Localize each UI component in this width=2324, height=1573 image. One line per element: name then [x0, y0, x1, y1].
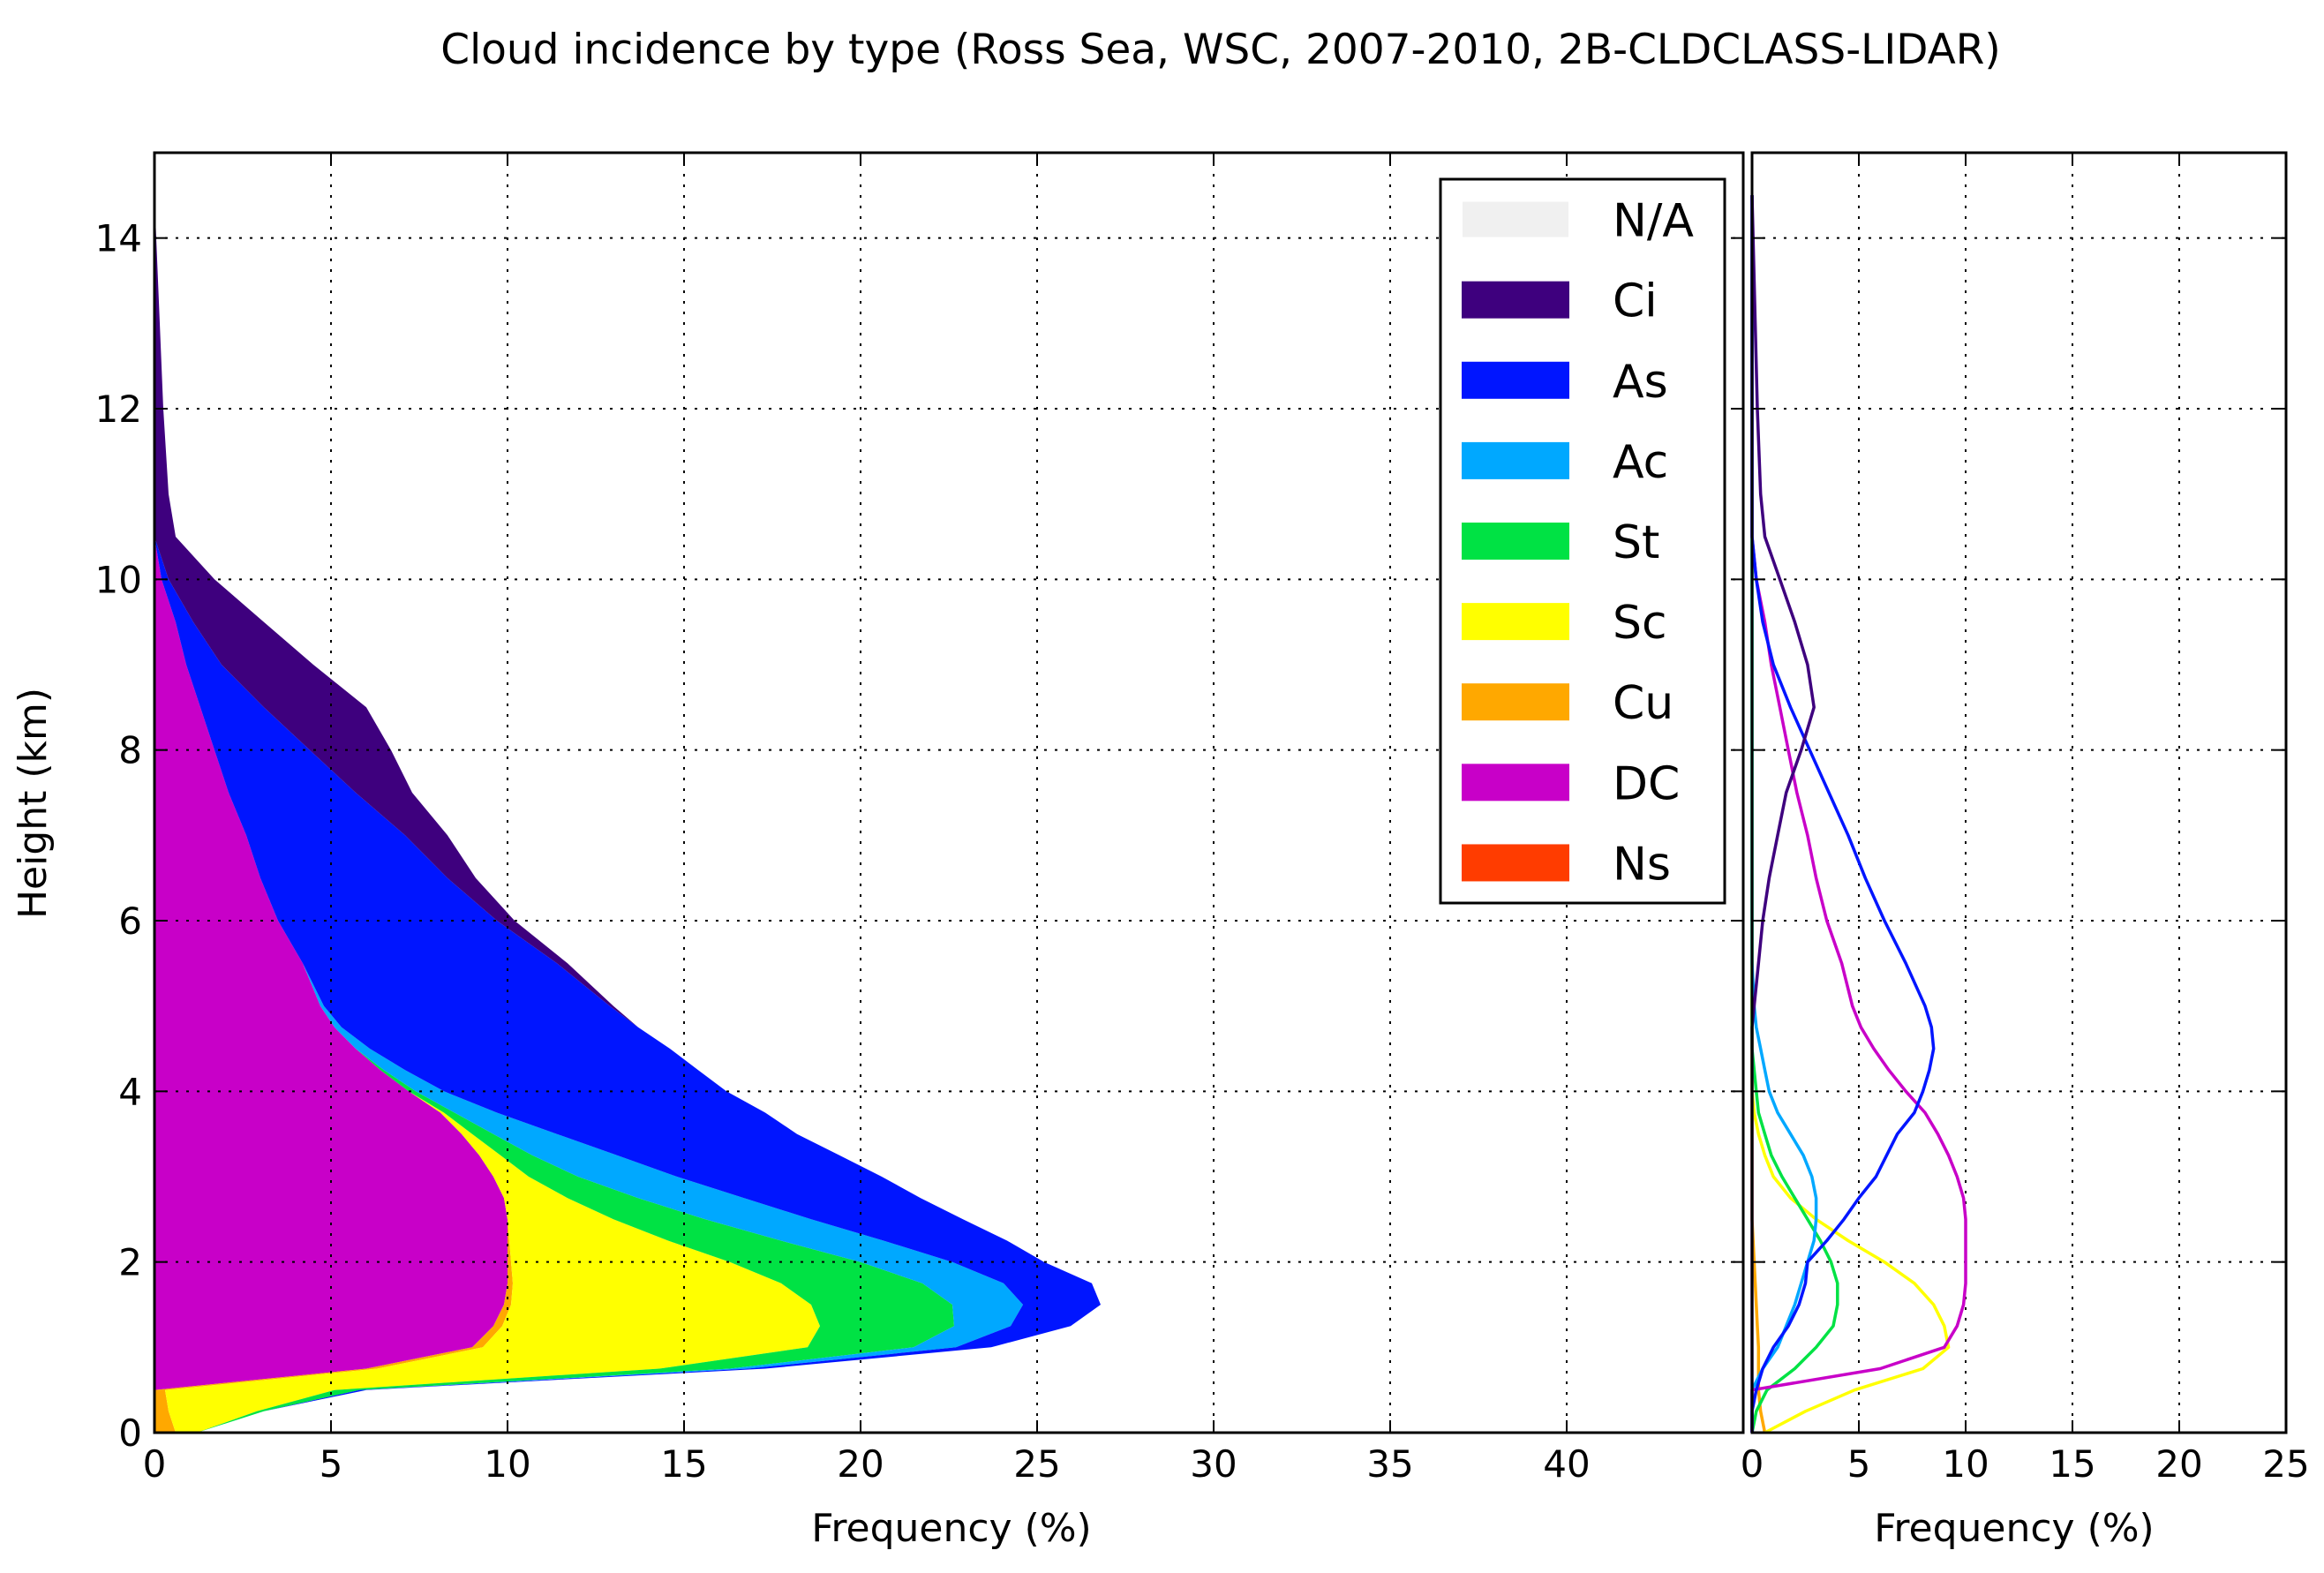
- y-tick-label: 6: [118, 899, 142, 943]
- x-tick-label: 10: [1942, 1442, 1989, 1486]
- line-profile-panel: 0 5 10 15 20 25: [1741, 151, 2310, 1486]
- line-ci: [1750, 195, 1816, 1433]
- y-axis-label: Height (km): [11, 688, 56, 919]
- line-as: [1750, 195, 1936, 1433]
- legend-swatch-dc: [1462, 764, 1569, 802]
- line-cu: [1750, 195, 1767, 1434]
- plot-frame-right: [1750, 151, 2288, 1434]
- x-tick-label: 15: [2049, 1442, 2095, 1486]
- line-st: [1750, 195, 1839, 1434]
- legend-label-dc: DC: [1613, 757, 1680, 810]
- x-tick-label: 20: [2155, 1442, 2202, 1486]
- legend-label-ci: Ci: [1613, 275, 1658, 328]
- area-st: [154, 195, 954, 1433]
- y-tick-label: 8: [118, 729, 142, 772]
- y-tick-label: 14: [95, 217, 142, 260]
- x-tick-label: 20: [837, 1442, 884, 1486]
- legend-swatch-ci: [1462, 281, 1569, 319]
- x-tick-label: 30: [1190, 1442, 1237, 1486]
- x-tick-label: 25: [2262, 1442, 2309, 1486]
- legend-swatch-cu: [1462, 683, 1569, 721]
- x-tick-label: 35: [1366, 1442, 1413, 1486]
- area-dc: [154, 195, 508, 1433]
- legend-label-ns: Ns: [1613, 838, 1671, 891]
- stacked-area-panel: 0 5 10 15 20 25 30 35 40 0 2 4 6 8 10 12 14: [95, 151, 1745, 1486]
- x-tick-label: 15: [660, 1442, 707, 1486]
- area-as: [154, 195, 1101, 1433]
- x-tick-label: 25: [1013, 1442, 1060, 1486]
- legend-swatch-ac: [1462, 441, 1569, 479]
- x-tick-label: 0: [1741, 1442, 1764, 1486]
- legend-label-as: As: [1613, 356, 1668, 409]
- x-tick-label: 40: [1543, 1442, 1590, 1486]
- plot-frame-left: [153, 151, 1745, 1434]
- y-tick-label: 10: [95, 558, 142, 601]
- x-axis-label-right: Frequency (%): [1874, 1506, 2154, 1551]
- chart-title: Cloud incidence by type (Ross Sea, WSC, …: [440, 26, 2000, 74]
- legend-label-sc: Sc: [1613, 597, 1667, 650]
- legend-label-ac: Ac: [1613, 436, 1668, 489]
- legend: N/A Ci As Ac St Sc Cu DC Ns: [1439, 177, 1726, 905]
- x-axis-label-left: Frequency (%): [811, 1506, 1091, 1551]
- legend-swatch-st: [1462, 523, 1569, 560]
- legend-swatch-na: [1463, 201, 1568, 237]
- line-ac: [1750, 195, 1818, 1433]
- legend-label-na: N/A: [1613, 195, 1694, 248]
- y-tick-label: 2: [118, 1241, 142, 1284]
- x-tick-label: 0: [143, 1442, 167, 1486]
- x-tick-label: 5: [1847, 1442, 1871, 1486]
- legend-swatch-sc: [1462, 603, 1569, 641]
- x-tick-label: 5: [320, 1442, 343, 1486]
- y-tick-label: 12: [95, 388, 142, 431]
- x-tick-label: 10: [484, 1442, 530, 1486]
- legend-label-cu: Cu: [1613, 677, 1673, 730]
- area-sc: [154, 195, 820, 1433]
- legend-swatch-ns: [1462, 844, 1569, 882]
- y-tick-label: 4: [118, 1070, 142, 1113]
- y-tick-label: 0: [118, 1411, 142, 1455]
- legend-swatch-as: [1462, 361, 1569, 399]
- legend-label-st: St: [1613, 516, 1659, 569]
